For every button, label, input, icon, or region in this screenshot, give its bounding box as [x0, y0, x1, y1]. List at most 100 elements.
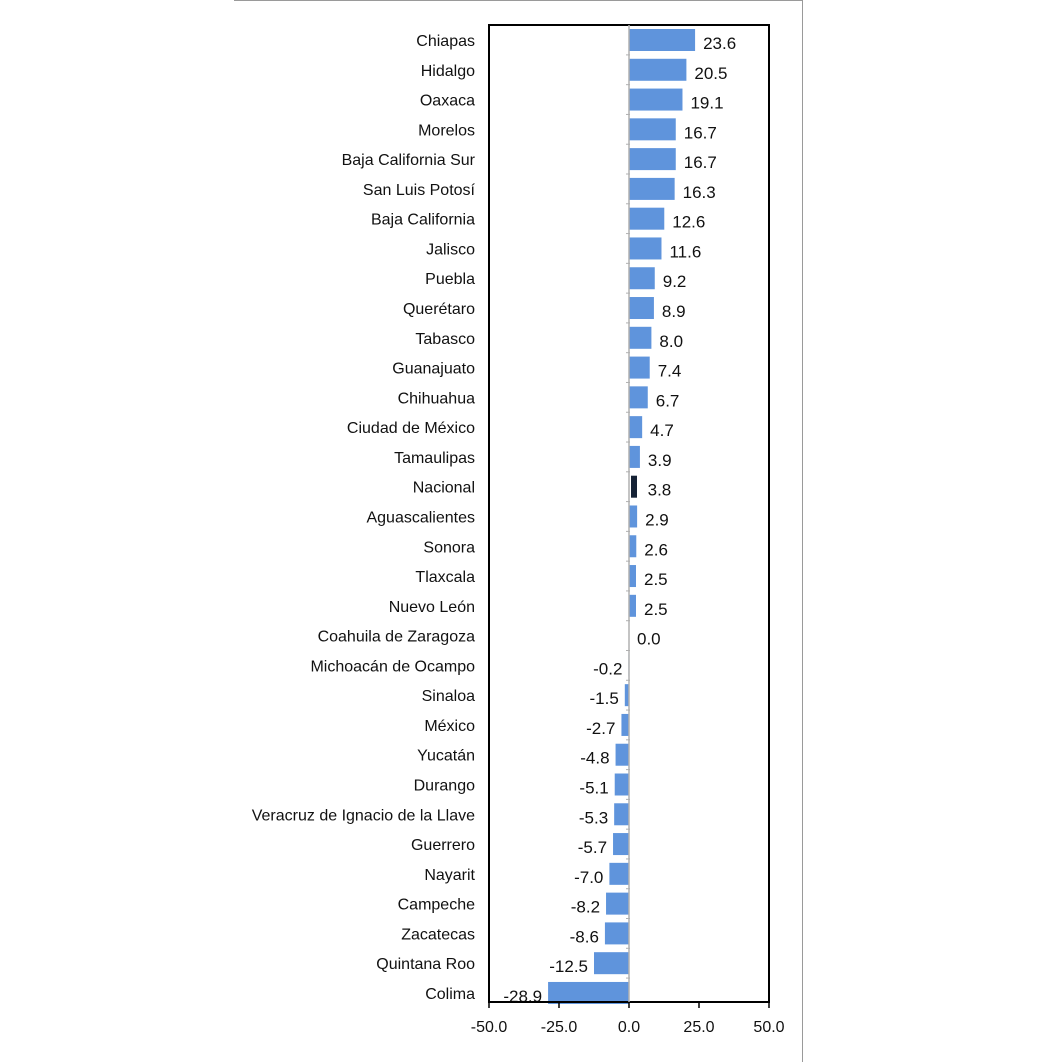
category-label: Coahuila de Zaragoza	[318, 629, 476, 646]
bar-0	[629, 29, 696, 51]
bar-25	[614, 773, 629, 796]
bar-28	[609, 862, 629, 885]
category-label: Colima	[425, 986, 475, 1003]
category-label: Veracruz de Ignacio de la Llave	[252, 807, 475, 824]
value-label: 7.4	[658, 362, 682, 381]
category-label: Puebla	[425, 271, 475, 288]
bar-9	[629, 297, 654, 320]
value-label: -28.9	[503, 987, 542, 1006]
value-labels: 23.6 20.5 19.1 16.7 16.7 16.3 12.6 11.6 9.2 8.9 8.…	[503, 34, 736, 1006]
category-label: Yucatán	[417, 748, 475, 765]
category-label: Aguascalientes	[366, 509, 475, 526]
category-label: Baja California	[371, 212, 475, 229]
category-label: Durango	[414, 778, 475, 795]
category-labels: Chiapas Hidalgo Oaxaca Morelos Baja Californ…	[252, 33, 476, 1003]
bar-2	[629, 88, 683, 111]
bar-26	[614, 803, 629, 826]
x-tick-label: -50.0	[471, 1019, 508, 1036]
category-label: Campeche	[398, 897, 475, 914]
top-border	[234, 0, 803, 1]
bar-15	[631, 475, 637, 498]
category-label: Tabasco	[415, 331, 475, 348]
bar-5	[629, 177, 675, 200]
category-label: Guanajuato	[392, 361, 475, 378]
bar-27	[613, 833, 629, 856]
value-label: 16.7	[684, 123, 717, 142]
bar-7	[629, 237, 662, 260]
bar-17	[629, 535, 637, 558]
category-label: Guerrero	[411, 837, 475, 854]
value-label: 8.0	[659, 332, 683, 351]
bar-11	[629, 356, 650, 379]
x-tick-label: 0.0	[618, 1019, 640, 1036]
category-label: Hidalgo	[421, 63, 475, 80]
category-label: Zacatecas	[401, 926, 475, 943]
bar-19	[629, 594, 636, 617]
bar-24	[615, 743, 629, 766]
category-label: Nayarit	[424, 867, 475, 884]
category-label: Tlaxcala	[415, 569, 475, 586]
bar-32	[548, 981, 629, 1004]
bar-12	[629, 386, 648, 409]
value-label: -2.7	[586, 719, 615, 738]
category-label: Sonora	[423, 539, 475, 556]
bar-29	[606, 892, 629, 915]
value-label: 11.6	[669, 242, 701, 261]
value-label: 3.8	[648, 481, 672, 500]
category-label: Sinaloa	[422, 688, 475, 705]
value-label: -8.6	[570, 927, 599, 946]
value-label: 6.7	[656, 391, 680, 410]
value-label: 2.9	[645, 510, 669, 529]
value-label: 0.0	[637, 630, 661, 649]
value-label: -12.5	[549, 957, 588, 976]
category-label: Chihuahua	[398, 390, 476, 407]
value-label: -7.0	[574, 868, 603, 887]
category-label: Querétaro	[403, 301, 475, 318]
category-label: Chiapas	[416, 33, 475, 50]
bar-16	[629, 505, 638, 528]
value-label: 9.2	[663, 272, 687, 291]
bars-group	[548, 29, 696, 1004]
bar-22	[624, 684, 629, 707]
value-label: 23.6	[703, 34, 736, 53]
right-border	[802, 0, 803, 1062]
value-label: -5.7	[578, 838, 607, 857]
category-label: Baja California Sur	[342, 152, 476, 169]
value-label: 20.5	[694, 64, 727, 83]
bar-1	[629, 58, 687, 81]
bar-18	[629, 565, 636, 588]
category-label: Nuevo León	[389, 599, 475, 616]
bar-10	[629, 326, 652, 349]
x-tick-label: 50.0	[753, 1019, 784, 1036]
bar-30	[604, 922, 629, 945]
category-label: Morelos	[418, 122, 475, 139]
value-label: 3.9	[648, 451, 672, 470]
value-label: -8.2	[571, 898, 600, 917]
value-label: 12.6	[672, 213, 705, 232]
value-label: -1.5	[590, 689, 619, 708]
value-label: -5.1	[579, 779, 608, 798]
bar-6	[629, 207, 665, 230]
value-label: -0.2	[593, 659, 622, 678]
value-label: 4.7	[650, 421, 674, 440]
category-label: Jalisco	[426, 241, 475, 258]
category-label: Michoacán de Ocampo	[310, 658, 475, 675]
value-label: 8.9	[662, 302, 686, 321]
category-label: Nacional	[413, 480, 475, 497]
x-axis-ticks: -50.0 -25.0 0.0 25.0 50.0	[471, 1002, 785, 1036]
value-label: 16.3	[683, 183, 716, 202]
value-label: 2.6	[644, 540, 668, 559]
x-tick-label: 25.0	[683, 1019, 714, 1036]
bar-14	[629, 445, 640, 468]
category-label: Tamaulipas	[394, 450, 475, 467]
category-label: Quintana Roo	[376, 956, 475, 973]
value-label: 2.5	[644, 600, 668, 619]
category-label: Oaxaca	[420, 93, 475, 110]
value-label: -5.3	[579, 808, 608, 827]
value-label: -4.8	[580, 749, 609, 768]
value-label: 19.1	[690, 94, 723, 113]
category-label: Ciudad de México	[347, 420, 475, 437]
category-label: San Luis Potosí	[363, 182, 476, 199]
bar-31	[594, 952, 629, 975]
category-label: México	[424, 718, 475, 735]
